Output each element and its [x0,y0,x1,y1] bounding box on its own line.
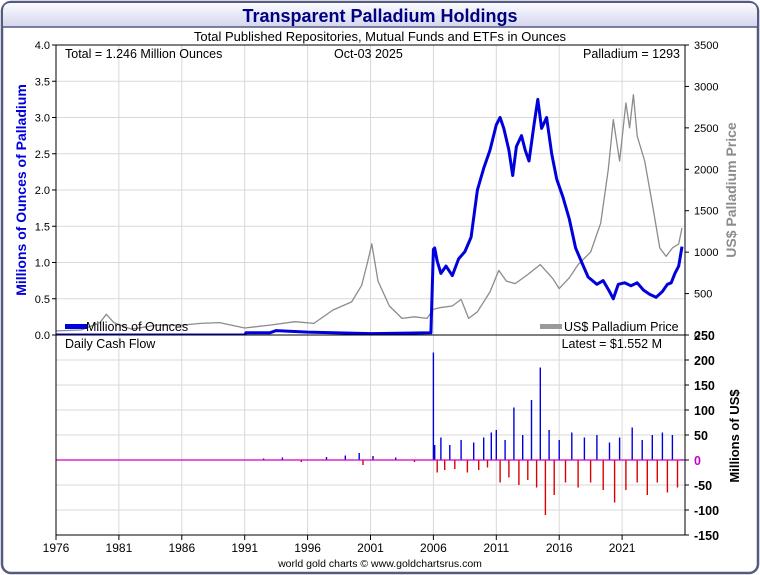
palladium-price-line [56,94,683,332]
cash-flow-label: Daily Cash Flow [65,337,156,351]
legend-holdings-label: Millions of Ounces [86,320,188,334]
date-label: Oct-03 2025 [334,47,403,61]
lower-tick-label: -50 [694,479,712,493]
x-tick-label: 2001 [357,541,384,555]
latest-cash-flow-label: Latest = $1.552 M [562,337,662,351]
right-tick-label: 3000 [694,81,718,93]
right-tick-label: 0 [694,330,700,342]
left-tick-label: 3.0 [35,113,50,125]
right-tick-label: 1500 [694,206,718,218]
left-tick-label: 4.0 [35,40,50,52]
right-axis-title: US$ Palladium Price [723,122,739,258]
x-tick-label: 2011 [483,541,509,555]
lower-tick-label: 250 [694,329,715,343]
lower-tick-label: -100 [694,504,719,518]
cash-flow-bars [262,352,683,515]
left-tick-label: 1.0 [35,258,50,270]
right-tick-label: 2000 [694,164,718,176]
legend-price-swatch [540,324,562,329]
right-tick-label: 500 [694,289,712,301]
legend-price-label: US$ Palladium Price [564,320,679,334]
right-tick-label: 1000 [694,247,718,259]
legend-holdings-swatch [65,324,87,329]
lower-axis-ticks: 250 200 150 100 50 0 -50 -100 -150 [685,329,719,543]
lower-tick-label: -150 [694,529,719,543]
x-tick-label: 1996 [294,541,321,555]
price-label: Palladium = 1293 [583,47,680,61]
footer-credit: world gold charts © www.goldchartsrus.co… [277,558,482,570]
left-tick-label: 2.5 [35,149,50,161]
chart-title: Transparent Palladium Holdings [242,6,517,26]
left-tick-label: 2.0 [35,185,50,197]
left-tick-label: 0.0 [35,330,50,342]
x-axis-ticks: 1976 1981 1986 1991 1996 2001 2006 2011 2016 2021 [43,535,636,555]
left-tick-label: 3.5 [35,76,50,88]
lower-tick-label: 0 [694,454,701,468]
x-tick-label: 1981 [106,541,133,555]
x-tick-label: 1986 [168,541,195,555]
right-tick-label: 2500 [694,123,718,135]
right-axis-ticks: 0 500 1000 1500 2000 2500 3000 3500 [685,40,718,342]
lower-axis-title: Millions of US$ [727,389,742,483]
total-label: Total = 1.246 Million Ounces [65,47,222,61]
chart-subtitle: Total Published Repositories, Mutual Fun… [194,29,567,44]
x-tick-label: 2021 [609,541,636,555]
x-tick-label: 1976 [43,541,70,555]
left-tick-label: 0.5 [35,294,50,306]
lower-tick-label: 50 [694,429,708,443]
lower-tick-label: 200 [694,354,715,368]
x-tick-label: 2006 [420,541,447,555]
holdings-line [56,97,684,335]
x-tick-label: 2016 [546,541,573,555]
title-band [3,3,757,27]
left-axis-title: Millions of Ounces of Palladium [13,84,29,296]
left-tick-label: 1.5 [35,221,50,233]
x-tick-label: 1991 [231,541,258,555]
right-tick-label: 3500 [694,40,718,52]
left-axis-ticks: 0.0 0.5 1.0 1.5 2.0 2.5 3.0 3.5 4.0 [35,40,56,342]
lower-tick-label: 100 [694,404,715,418]
lower-tick-label: 150 [694,379,715,393]
